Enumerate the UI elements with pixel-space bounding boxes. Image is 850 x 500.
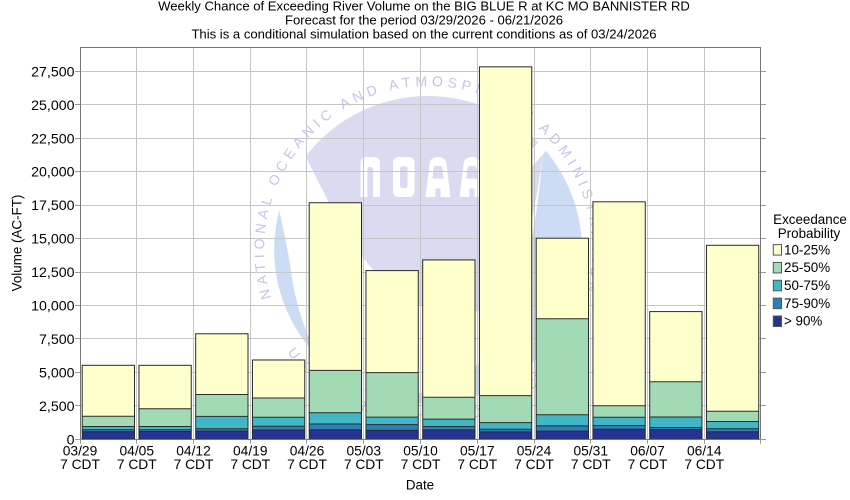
svg-text:15,000: 15,000 xyxy=(31,232,75,248)
svg-text:2,500: 2,500 xyxy=(39,399,75,415)
svg-text:10,000: 10,000 xyxy=(31,299,75,315)
svg-text:05/17: 05/17 xyxy=(460,443,495,458)
svg-text:7 CDT: 7 CDT xyxy=(117,457,157,472)
svg-text:7 CDT: 7 CDT xyxy=(457,457,497,472)
svg-text:7,500: 7,500 xyxy=(39,332,75,348)
svg-text:20,000: 20,000 xyxy=(31,165,75,181)
svg-text:05/03: 05/03 xyxy=(346,443,381,458)
svg-text:7 CDT: 7 CDT xyxy=(684,457,724,472)
svg-text:27,500: 27,500 xyxy=(31,64,75,80)
svg-text:Date: Date xyxy=(406,478,434,493)
svg-text:7 CDT: 7 CDT xyxy=(344,457,384,472)
svg-text:10-25%: 10-25% xyxy=(784,242,830,257)
svg-text:Forecast for the period 03/29/: Forecast for the period 03/29/2026 - 06/… xyxy=(285,12,563,27)
svg-text:05/24: 05/24 xyxy=(517,443,552,458)
svg-text:04/12: 04/12 xyxy=(176,443,211,458)
svg-text:06/07: 06/07 xyxy=(630,443,665,458)
svg-text:04/05: 04/05 xyxy=(119,443,154,458)
svg-text:Weekly Chance of Exceeding Riv: Weekly Chance of Exceeding River Volume … xyxy=(158,0,690,13)
svg-text:> 90%: > 90% xyxy=(784,314,822,329)
svg-text:7 CDT: 7 CDT xyxy=(571,457,611,472)
svg-text:03/29: 03/29 xyxy=(63,443,98,458)
svg-text:04/19: 04/19 xyxy=(233,443,268,458)
svg-text:7 CDT: 7 CDT xyxy=(514,457,554,472)
svg-text:25-50%: 25-50% xyxy=(784,260,830,275)
svg-text:This is a conditional simulati: This is a conditional simulation based o… xyxy=(191,27,656,42)
svg-text:Exceedance: Exceedance xyxy=(773,212,847,227)
svg-text:7 CDT: 7 CDT xyxy=(628,457,668,472)
svg-text:7 CDT: 7 CDT xyxy=(401,457,441,472)
svg-text:7 CDT: 7 CDT xyxy=(287,457,327,472)
svg-text:7 CDT: 7 CDT xyxy=(174,457,214,472)
svg-text:05/31: 05/31 xyxy=(573,443,608,458)
svg-text:75-90%: 75-90% xyxy=(784,296,830,311)
svg-text:12,500: 12,500 xyxy=(31,265,75,281)
svg-text:Probability: Probability xyxy=(778,226,841,241)
svg-text:22,500: 22,500 xyxy=(31,131,75,147)
svg-text:Volume (AC-FT): Volume (AC-FT) xyxy=(10,195,25,292)
svg-text:05/10: 05/10 xyxy=(403,443,438,458)
svg-text:04/26: 04/26 xyxy=(290,443,325,458)
svg-text:7 CDT: 7 CDT xyxy=(60,457,100,472)
svg-text:50-75%: 50-75% xyxy=(784,278,830,293)
svg-text:7 CDT: 7 CDT xyxy=(230,457,270,472)
svg-text:0: 0 xyxy=(67,432,75,448)
svg-text:06/14: 06/14 xyxy=(687,443,722,458)
svg-text:25,000: 25,000 xyxy=(31,98,75,114)
svg-text:17,500: 17,500 xyxy=(31,198,75,214)
svg-text:5,000: 5,000 xyxy=(39,365,75,381)
